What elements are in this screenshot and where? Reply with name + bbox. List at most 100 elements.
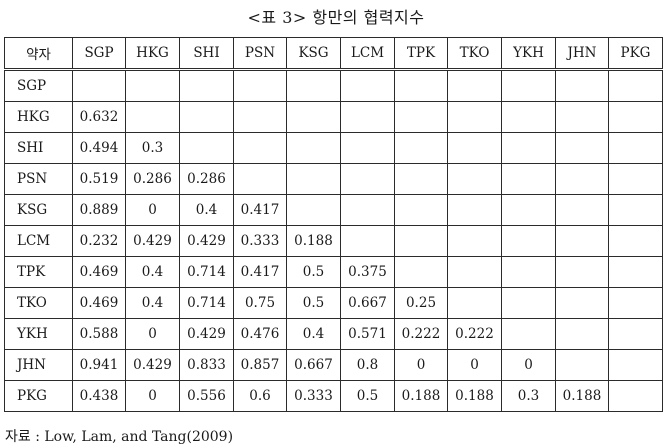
table-cell: 0.588 <box>72 318 126 350</box>
table-cell <box>501 69 556 102</box>
table-cell <box>233 163 287 195</box>
row-header-jhn: JHN <box>4 349 73 381</box>
table-cell: 0.188 <box>555 380 609 412</box>
table-cell <box>555 349 609 381</box>
table-cell <box>555 194 609 226</box>
table-cell: 0.494 <box>72 132 126 164</box>
table-cell: 0.667 <box>286 349 341 381</box>
table-cell: 0.429 <box>179 225 234 257</box>
table-cell: 0.429 <box>179 318 234 350</box>
table-cell: 0.889 <box>72 194 126 226</box>
table-cell <box>394 132 448 164</box>
table-cell: 0.8 <box>340 349 395 381</box>
table-cell <box>555 101 609 133</box>
table-cell <box>555 69 609 102</box>
table-row: HKG 0.632 <box>4 101 663 133</box>
table-cell: 0.188 <box>286 225 341 257</box>
table-cell <box>286 163 341 195</box>
table-row: SGP <box>4 69 663 102</box>
table-cell <box>447 101 502 133</box>
table-cell <box>555 318 609 350</box>
row-header-tpk: TPK <box>4 256 73 288</box>
column-header-ykh: YKH <box>501 37 556 71</box>
table-cell: 0.222 <box>394 318 448 350</box>
column-header-hkg: HKG <box>125 37 180 71</box>
table-row: TPK 0.469 0.4 0.714 0.417 0.5 0.375 <box>4 256 663 288</box>
table-cell <box>447 132 502 164</box>
table-cell: 0.333 <box>233 225 287 257</box>
table-cell: 0.833 <box>179 349 234 381</box>
table-cell: 0.4 <box>179 194 234 226</box>
table-cell: 0.714 <box>179 287 234 319</box>
table-cell <box>555 132 609 164</box>
table-cell <box>394 163 448 195</box>
table-cell <box>447 163 502 195</box>
table-cell <box>555 163 609 195</box>
table-cell: 0.25 <box>394 287 448 319</box>
table-cell <box>394 101 448 133</box>
table-cell: 0.222 <box>447 318 502 350</box>
row-header-hkg: HKG <box>4 101 73 133</box>
table-cell <box>179 132 234 164</box>
row-header-psn: PSN <box>4 163 73 195</box>
table-body: SGP HKG 0.632 SHI 0.494 0.3 PSN 0.519 0.286 0.286… <box>4 69 663 412</box>
table-cell <box>125 69 180 102</box>
table-cell <box>501 225 556 257</box>
table-cell <box>501 256 556 288</box>
column-header-pkg: PKG <box>608 37 663 71</box>
table-cell <box>233 69 287 102</box>
table-cell <box>179 69 234 102</box>
table-cell: 0.5 <box>286 256 341 288</box>
table-cell <box>125 101 180 133</box>
table-cell: 0.4 <box>125 287 180 319</box>
table-cell: 0 <box>394 349 448 381</box>
column-header-sgp: SGP <box>72 37 126 71</box>
table-cell <box>608 380 663 412</box>
row-header-tko: TKO <box>4 287 73 319</box>
cooperation-index-table: 약자 SGP HKG SHI PSN KSG LCM TPK TKO YKH JHN PKG SGP… <box>4 37 663 412</box>
table-cell <box>608 163 663 195</box>
table-cell: 0.556 <box>179 380 234 412</box>
table-cell: 0.417 <box>233 256 287 288</box>
table-cell <box>286 101 341 133</box>
table-cell: 0.417 <box>233 194 287 226</box>
column-header-shi: SHI <box>179 37 234 71</box>
table-cell: 0 <box>447 349 502 381</box>
table-cell <box>394 194 448 226</box>
table-cell: 0.188 <box>447 380 502 412</box>
row-header-pkg: PKG <box>4 380 73 412</box>
table-cell <box>608 101 663 133</box>
table-cell <box>394 225 448 257</box>
table-cell: 0.714 <box>179 256 234 288</box>
table-cell: 0.429 <box>125 225 180 257</box>
table-caption: <표 3> 항만의 협력지수 <box>247 8 425 27</box>
table-cell: 0.667 <box>340 287 395 319</box>
row-header-ykh: YKH <box>4 318 73 350</box>
table-cell <box>179 101 234 133</box>
table-cell <box>608 225 663 257</box>
table-cell: 0.632 <box>72 101 126 133</box>
table-cell <box>233 132 287 164</box>
table-cell <box>394 69 448 102</box>
table-cell <box>608 256 663 288</box>
table-cell <box>608 349 663 381</box>
table-cell: 0.857 <box>233 349 287 381</box>
table-cell: 0.375 <box>340 256 395 288</box>
table-cell <box>447 287 502 319</box>
table-cell <box>501 318 556 350</box>
table-corner-header: 약자 <box>4 37 73 71</box>
table-cell <box>501 287 556 319</box>
table-row: JHN 0.941 0.429 0.833 0.857 0.667 0.8 0 0 0 <box>4 349 663 381</box>
table-cell: 0.75 <box>233 287 287 319</box>
table-cell <box>555 256 609 288</box>
table-cell <box>447 225 502 257</box>
source-note: 자료 : Low, Lam, and Tang(2009) <box>5 429 234 445</box>
row-header-shi: SHI <box>4 132 73 164</box>
table-cell: 0.476 <box>233 318 287 350</box>
table-cell: 0 <box>125 318 180 350</box>
table-cell: 0 <box>125 380 180 412</box>
table-cell <box>501 101 556 133</box>
table-cell <box>447 69 502 102</box>
table-row: PKG 0.438 0 0.556 0.6 0.333 0.5 0.188 0.188 0.3 0.… <box>4 380 663 412</box>
column-header-tpk: TPK <box>394 37 448 71</box>
